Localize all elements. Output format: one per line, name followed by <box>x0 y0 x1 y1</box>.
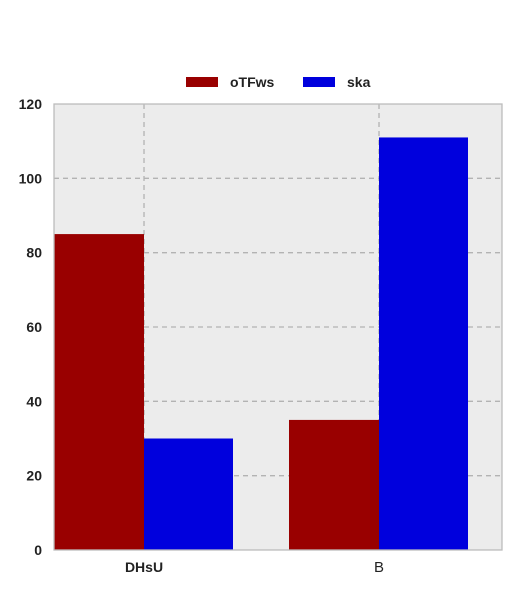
bars <box>54 137 468 551</box>
bar-DHsU-oTFws <box>54 234 144 551</box>
y-tick-label: 20 <box>26 468 42 484</box>
bar-B-ska <box>379 137 468 550</box>
legend-label: oTFws <box>230 74 275 90</box>
y-tick-label: 60 <box>26 319 42 335</box>
y-tick-label: 0 <box>34 542 42 558</box>
plot-frame <box>53 103 503 551</box>
tick-labels: 0 20 40 60 80 100 120 DHsU B <box>19 96 384 576</box>
bar-DHsU-ska <box>144 438 233 550</box>
y-tick-label: 80 <box>26 245 42 261</box>
y-tick-label: 120 <box>19 96 43 112</box>
legend-label: ska <box>347 74 371 90</box>
y-tick-label: 100 <box>19 170 43 186</box>
legend-swatch <box>303 77 335 87</box>
x-tick-label: B <box>374 559 384 576</box>
legend-swatch <box>186 77 218 87</box>
legend: oTFws ska <box>186 74 371 90</box>
x-tick-label: DHsU <box>125 559 163 575</box>
axes <box>53 103 503 551</box>
bar-B-oTFws <box>289 419 379 550</box>
y-tick-label: 40 <box>26 393 42 409</box>
